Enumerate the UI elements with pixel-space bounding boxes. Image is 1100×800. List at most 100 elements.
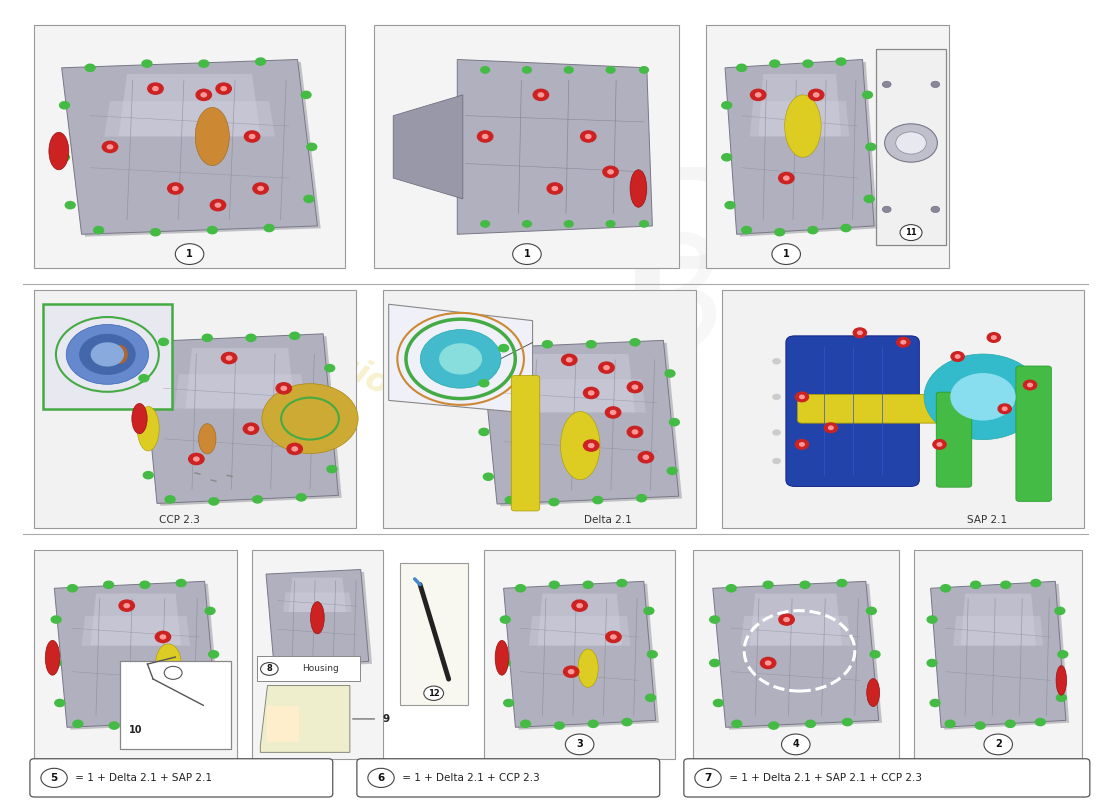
Circle shape (500, 616, 510, 623)
Polygon shape (750, 594, 842, 646)
Circle shape (710, 616, 719, 623)
Circle shape (795, 392, 808, 402)
Circle shape (547, 183, 562, 194)
Circle shape (143, 471, 153, 478)
Circle shape (79, 334, 135, 375)
Circle shape (562, 354, 578, 366)
Circle shape (504, 699, 514, 706)
Circle shape (725, 202, 735, 209)
Circle shape (324, 365, 334, 372)
Polygon shape (54, 582, 218, 727)
Circle shape (59, 154, 69, 161)
Circle shape (737, 64, 747, 71)
FancyBboxPatch shape (785, 336, 920, 486)
Text: 3: 3 (576, 739, 583, 750)
Circle shape (85, 64, 95, 71)
Circle shape (800, 582, 810, 588)
Circle shape (201, 93, 207, 97)
Circle shape (772, 430, 781, 436)
Circle shape (772, 244, 801, 265)
Polygon shape (119, 74, 261, 137)
Circle shape (65, 202, 75, 209)
Circle shape (505, 497, 515, 504)
Circle shape (774, 229, 784, 236)
Polygon shape (931, 582, 1066, 727)
Polygon shape (529, 616, 630, 646)
Circle shape (1031, 579, 1041, 586)
Circle shape (483, 473, 493, 480)
Circle shape (145, 720, 155, 727)
Circle shape (598, 362, 614, 374)
Circle shape (970, 582, 980, 588)
Circle shape (1027, 383, 1032, 386)
Ellipse shape (561, 411, 600, 480)
Circle shape (182, 718, 191, 726)
Circle shape (287, 443, 303, 454)
Circle shape (209, 650, 219, 658)
Circle shape (1056, 694, 1066, 702)
Circle shape (1002, 407, 1006, 410)
Ellipse shape (495, 641, 508, 675)
Circle shape (606, 66, 615, 73)
Circle shape (984, 734, 1012, 754)
Circle shape (153, 86, 158, 90)
Polygon shape (90, 594, 182, 646)
Circle shape (566, 358, 572, 362)
Circle shape (862, 91, 872, 98)
Circle shape (52, 616, 62, 623)
Circle shape (603, 166, 618, 178)
FancyBboxPatch shape (706, 26, 949, 269)
Circle shape (987, 333, 1000, 342)
Circle shape (542, 341, 552, 348)
Circle shape (606, 631, 621, 642)
Circle shape (59, 102, 69, 109)
FancyBboxPatch shape (723, 290, 1085, 527)
Ellipse shape (867, 678, 880, 706)
FancyBboxPatch shape (1016, 366, 1052, 502)
Circle shape (639, 221, 648, 227)
Circle shape (500, 659, 510, 666)
Text: Delta 2.1: Delta 2.1 (584, 514, 632, 525)
Circle shape (554, 722, 564, 729)
Circle shape (569, 670, 574, 674)
Text: = 1 + Delta 2.1 + SAP 2.1: = 1 + Delta 2.1 + SAP 2.1 (72, 773, 211, 783)
Circle shape (931, 699, 940, 706)
Circle shape (276, 382, 292, 394)
Circle shape (647, 650, 657, 658)
Circle shape (714, 699, 724, 706)
Circle shape (94, 226, 103, 234)
Circle shape (255, 58, 265, 65)
Circle shape (998, 404, 1011, 414)
FancyBboxPatch shape (356, 758, 660, 797)
Circle shape (424, 686, 443, 701)
Circle shape (931, 81, 939, 87)
Circle shape (292, 447, 297, 451)
Circle shape (205, 607, 214, 614)
Polygon shape (515, 379, 646, 413)
Ellipse shape (784, 95, 821, 158)
Circle shape (1005, 720, 1015, 727)
Circle shape (808, 90, 824, 101)
Circle shape (976, 722, 986, 729)
Circle shape (207, 694, 217, 702)
Circle shape (516, 585, 526, 592)
Text: 12: 12 (428, 689, 440, 698)
Circle shape (481, 221, 490, 227)
Text: 4: 4 (792, 739, 800, 750)
Text: 7: 7 (704, 773, 712, 783)
Circle shape (583, 387, 598, 398)
Polygon shape (713, 582, 879, 727)
Circle shape (67, 585, 77, 592)
Polygon shape (81, 616, 190, 646)
Circle shape (604, 366, 609, 370)
Circle shape (632, 385, 638, 389)
FancyBboxPatch shape (257, 657, 360, 682)
Ellipse shape (1056, 666, 1067, 695)
Circle shape (901, 341, 905, 344)
Circle shape (142, 60, 152, 67)
Text: P: P (597, 159, 766, 402)
Circle shape (221, 86, 227, 90)
Polygon shape (758, 74, 842, 137)
Circle shape (261, 662, 278, 675)
Circle shape (927, 659, 937, 666)
